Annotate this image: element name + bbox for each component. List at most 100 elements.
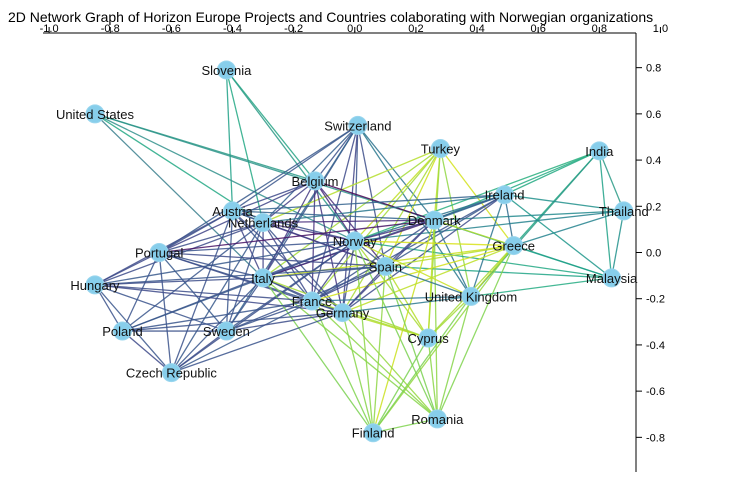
node-norway[interactable] — [345, 231, 365, 251]
edge — [262, 180, 316, 223]
edge — [262, 221, 355, 242]
edge — [225, 69, 234, 211]
edge — [342, 312, 438, 420]
node-poland[interactable] — [112, 321, 132, 341]
node-switzerland[interactable] — [348, 115, 368, 135]
edge — [342, 295, 472, 314]
node-finland[interactable] — [363, 423, 383, 443]
edge — [158, 252, 173, 373]
node-hungary[interactable] — [85, 275, 105, 295]
edge — [232, 210, 435, 221]
edge — [159, 251, 386, 268]
edge — [262, 222, 313, 302]
edge — [436, 296, 472, 420]
edge — [263, 219, 435, 224]
node-france[interactable] — [302, 291, 322, 311]
node-denmark[interactable] — [424, 210, 444, 230]
edge — [385, 194, 505, 267]
node-label: Sweden — [203, 324, 250, 339]
node-austria[interactable] — [223, 201, 243, 221]
node-sweden[interactable] — [216, 321, 236, 341]
edge — [436, 245, 515, 420]
node-turkey[interactable] — [430, 139, 450, 159]
node-belgium[interactable] — [305, 171, 325, 191]
edge — [158, 124, 359, 254]
node-labels-layer: Slovenia United States Switzerland Turkey In… — [56, 63, 649, 441]
edge — [262, 222, 344, 314]
edge — [354, 148, 441, 242]
edge — [357, 125, 435, 221]
node-label: Malaysia — [586, 271, 638, 286]
edge — [598, 150, 613, 278]
node-italy[interactable] — [253, 268, 273, 288]
edge — [314, 180, 386, 267]
node-label: Switzerland — [324, 118, 391, 133]
node-label: Norway — [333, 234, 378, 249]
node-malaysia[interactable] — [602, 268, 622, 288]
x-axis: -1.0 -0.8 -0.6 -0.4 -0.2 0.0 0.2 0.4 0.6 0.8 1.0 — [40, 23, 668, 35]
node-united-states[interactable] — [85, 104, 105, 124]
y-tick-label: -0.4 — [646, 340, 665, 352]
node-germany[interactable] — [333, 303, 353, 323]
node-india[interactable] — [589, 141, 609, 161]
chart-title: 2D Network Graph of Horizon Europe Proje… — [8, 9, 653, 25]
edge — [159, 240, 355, 254]
node-cyprus[interactable] — [418, 328, 438, 348]
edge — [158, 221, 264, 254]
edge — [342, 311, 429, 339]
edge — [159, 251, 264, 279]
edge — [372, 245, 515, 434]
edge — [427, 295, 472, 339]
edge — [94, 240, 355, 286]
node-netherlands[interactable] — [253, 212, 273, 232]
node-label: Poland — [102, 324, 142, 339]
edge — [372, 219, 435, 433]
edge — [122, 277, 264, 332]
x-tick-label: 0.2 — [408, 23, 423, 35]
edge — [232, 210, 355, 242]
edge — [433, 219, 472, 297]
node-ireland[interactable] — [495, 185, 515, 205]
y-tick-label: -0.6 — [646, 386, 665, 398]
x-tick-label: 1.0 — [653, 23, 668, 35]
edge — [232, 194, 505, 212]
edge — [354, 240, 438, 420]
edge — [311, 295, 471, 302]
edge — [94, 113, 264, 279]
node-slovenia[interactable] — [216, 60, 236, 80]
edge — [171, 300, 313, 374]
edge — [170, 330, 227, 374]
edge — [314, 180, 356, 242]
edge — [433, 220, 438, 419]
node-greece[interactable] — [504, 236, 524, 256]
edge — [354, 240, 514, 247]
edge — [357, 125, 472, 297]
edge — [311, 265, 386, 302]
node-united-kingdom[interactable] — [461, 286, 481, 306]
edge — [231, 210, 264, 279]
edge — [94, 284, 343, 314]
edge — [354, 219, 435, 242]
node-label: Italy — [251, 271, 275, 286]
node-label: Germany — [316, 306, 370, 321]
edge — [311, 125, 359, 302]
edge — [262, 221, 386, 267]
node-label: India — [585, 144, 614, 159]
node-thailand[interactable] — [614, 201, 634, 221]
edge — [122, 311, 343, 332]
node-romania[interactable] — [427, 409, 447, 429]
node-czech-republic[interactable] — [161, 363, 181, 383]
node-spain[interactable] — [375, 256, 395, 276]
edge — [94, 265, 386, 286]
edge — [94, 251, 160, 286]
y-tick-label: -0.8 — [646, 432, 665, 444]
y-tick-label: 0.2 — [646, 201, 661, 213]
edge — [159, 219, 435, 254]
edge — [94, 113, 356, 242]
edge — [226, 311, 343, 332]
edge — [341, 125, 359, 313]
node-portugal[interactable] — [149, 243, 169, 262]
edge — [372, 266, 386, 433]
edge — [121, 252, 160, 332]
